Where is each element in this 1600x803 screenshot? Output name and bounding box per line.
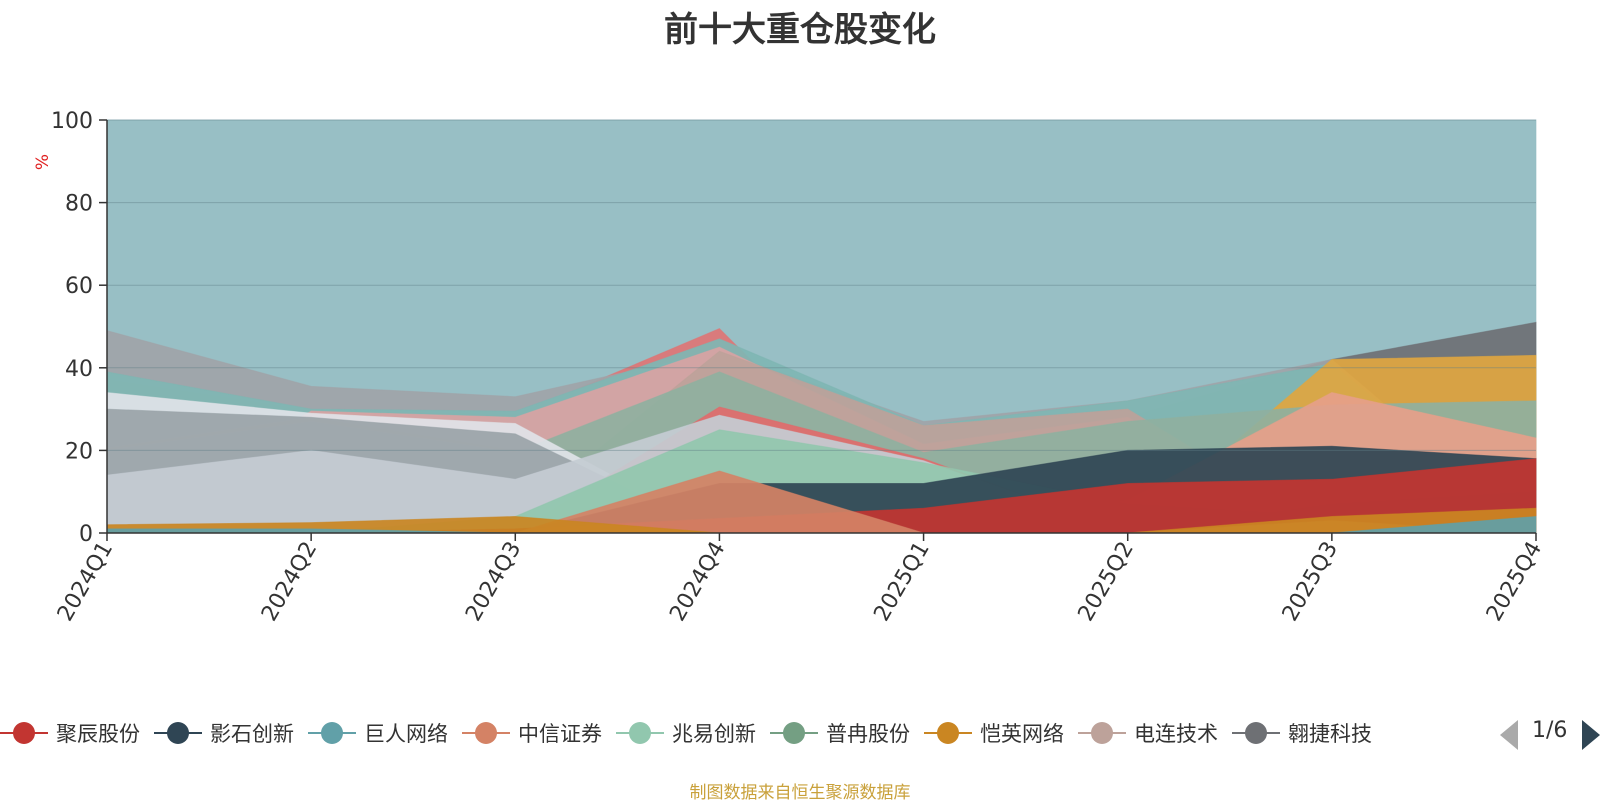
axes [106,120,1536,534]
legend-item-8[interactable]: 翱捷科技 [1232,712,1372,754]
legend-item-7[interactable]: 电连技术 [1078,712,1218,754]
y-tick-label-3: 60 [65,274,93,299]
legend-label: 普冉股份 [826,722,910,746]
x-tick-label-0: 2024Q1 [53,538,118,626]
chart-title: 前十大重仓股变化 [664,10,936,50]
x-tick-label-2: 2024Q3 [461,538,526,626]
y-tick-label-0: 0 [79,522,93,547]
x-tick-label-1: 2024Q2 [257,538,322,626]
y-tick-label-2: 40 [65,357,93,382]
source-note: 制图数据来自恒生聚源数据库 [689,783,911,803]
x-tick-label-5: 2025Q2 [1074,538,1139,626]
legend-label: 电连技术 [1134,722,1218,746]
legend: 聚辰股份 影石创新 巨人网络 中信证券 兆易创新 普冉股份 恺英网络 电连技术 翱捷科技 [0,712,1476,758]
y-axis-label: % [33,154,53,170]
legend-label: 聚辰股份 [56,722,140,746]
legend-item-3[interactable]: 中信证券 [462,712,602,754]
x-tick-label-4: 2025Q1 [869,538,934,626]
legend-item-5[interactable]: 普冉股份 [770,712,910,754]
legend-marker-icon [616,721,664,745]
y-tick-label-4: 80 [65,192,93,217]
x-tick-label-3: 2024Q4 [665,538,730,626]
legend-pager: 1/6 [1498,716,1600,752]
legend-page-indicator: 1/6 [1532,718,1568,743]
triangle-left-icon[interactable] [1500,720,1518,750]
legend-label: 翱捷科技 [1288,722,1372,746]
legend-item-0[interactable]: 聚辰股份 [0,712,140,754]
legend-marker-icon [924,721,972,745]
legend-label: 影石创新 [210,722,294,746]
legend-marker-icon [1078,721,1126,745]
x-tick-label-7: 2025Q4 [1482,538,1547,626]
x-axis-ticks: 2024Q1 2024Q2 2024Q3 2024Q4 2025Q1 2025Q2 2025… [53,533,1547,626]
legend-label: 中信证券 [518,722,602,746]
y-tick-label-5: 100 [51,109,93,134]
legend-label: 兆易创新 [672,722,756,746]
legend-label: 恺英网络 [980,722,1064,746]
x-tick-label-6: 2025Q3 [1278,538,1343,626]
triangle-right-icon[interactable] [1582,720,1600,750]
legend-marker-icon [1232,721,1280,745]
y-tick-label-1: 20 [65,439,93,464]
legend-item-2[interactable]: 巨人网络 [308,712,448,754]
area-layers [105,119,1538,534]
legend-label: 巨人网络 [364,722,448,746]
legend-item-4[interactable]: 兆易创新 [616,712,756,754]
legend-marker-icon [770,721,818,745]
y-axis-ticks: 0 20 40 60 80 100 [51,109,107,547]
grid-lines [107,119,1536,451]
legend-marker-icon [462,721,510,745]
legend-marker-icon [154,721,202,745]
legend-marker-icon [0,721,48,745]
legend-marker-icon [308,721,356,745]
legend-item-6[interactable]: 恺英网络 [924,712,1064,754]
legend-item-1[interactable]: 影石创新 [154,712,294,754]
